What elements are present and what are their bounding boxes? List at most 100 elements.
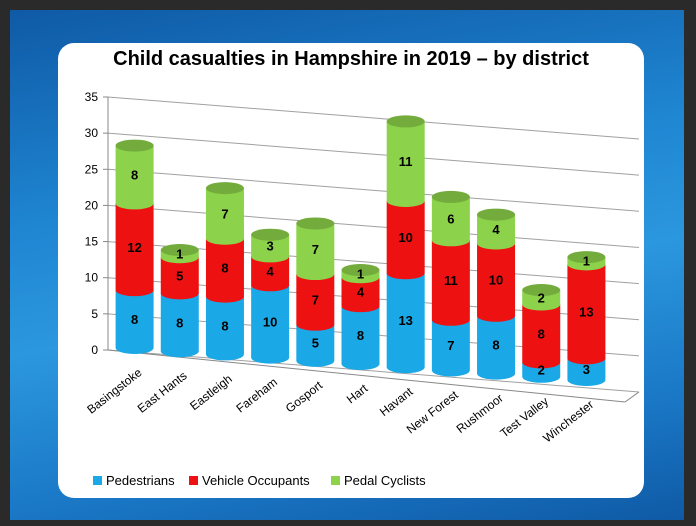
data-label: 7 <box>312 242 319 257</box>
bar-segment <box>522 304 561 369</box>
bar-top-cap <box>567 251 606 264</box>
data-label: 8 <box>357 328 364 343</box>
bar-stack: 10 4 3 <box>251 228 290 364</box>
legend-label-pedestrians: Pedestrians <box>106 473 175 488</box>
bar-segment <box>567 358 606 386</box>
bar-segment <box>251 285 290 364</box>
bar-top-cap <box>431 190 470 203</box>
grid-line <box>107 204 640 248</box>
bar-segment <box>386 121 425 207</box>
bar-segment <box>431 196 470 247</box>
bar-stack: 13 10 11 <box>386 115 425 374</box>
data-label: 8 <box>176 315 183 330</box>
bar-segment <box>160 293 199 358</box>
y-tick-label: 5 <box>91 307 98 321</box>
bar-stack: 2 8 2 <box>522 284 561 383</box>
bar-stack: 7 11 6 <box>431 190 470 377</box>
y-tick-label: 35 <box>85 90 99 104</box>
data-label: 8 <box>538 326 545 341</box>
bar-segment <box>115 290 154 354</box>
y-tick-label: 30 <box>85 126 99 140</box>
grid-line <box>107 132 640 176</box>
data-label: 1 <box>357 267 364 282</box>
bar-segment <box>115 203 154 297</box>
bar-top-cap <box>522 284 561 297</box>
data-label: 10 <box>398 230 412 245</box>
y-tick-label: 20 <box>85 198 99 212</box>
bar-segment <box>160 257 199 300</box>
bar-top-cap <box>251 228 290 241</box>
bar-stack: 8 4 1 <box>341 264 380 370</box>
bar-segment <box>477 243 516 322</box>
bar-stack: 8 10 4 <box>477 208 516 380</box>
bar-segment <box>431 240 470 326</box>
data-label: 8 <box>492 338 499 353</box>
data-label: 13 <box>398 313 412 328</box>
y-tick-label: 15 <box>85 235 99 249</box>
bar-top-cap <box>160 244 199 256</box>
legend-label-vehicle-occupants: Vehicle Occupants <box>202 473 310 488</box>
bar-segment <box>296 223 335 281</box>
floor-line <box>107 349 626 403</box>
bar-segment <box>567 264 606 365</box>
bar-segment <box>477 315 516 380</box>
x-tick-label: Gosport <box>283 378 326 416</box>
data-label: 11 <box>399 154 413 169</box>
bar-segment <box>205 188 244 245</box>
bar-segment <box>115 145 154 210</box>
floor-edge <box>624 391 640 403</box>
data-label: 10 <box>489 273 503 288</box>
bar-segment <box>386 273 425 374</box>
bar-top-cap <box>341 264 380 277</box>
bar-top-cap <box>115 139 154 152</box>
data-label: 1 <box>583 254 590 269</box>
bar-stack: 8 5 1 <box>160 244 199 358</box>
bar-segment <box>431 319 470 377</box>
data-label: 5 <box>176 268 183 283</box>
data-label: 11 <box>444 273 458 288</box>
bars-group: 8128851887104357784113101171168104282313… <box>115 115 606 386</box>
bar-segment <box>386 200 425 280</box>
chart-title: Child casualties in Hampshire in 2019 – … <box>113 48 589 70</box>
bar-segment <box>205 296 244 361</box>
data-label: 2 <box>538 363 545 378</box>
data-label: 8 <box>131 168 138 183</box>
x-tick-label: Havant <box>377 384 416 419</box>
bar-stack: 8 8 7 <box>205 182 244 361</box>
grid-line <box>107 349 640 393</box>
bar-stack: 3 13 1 <box>567 251 606 386</box>
x-tick-label: Fareham <box>234 375 280 416</box>
legend-item-vehicle-occupants: Vehicle Occupants <box>189 473 310 488</box>
bar-segment <box>251 256 290 292</box>
y-tick-label: 10 <box>85 271 99 285</box>
x-tick-label: Basingstoke <box>84 365 144 416</box>
bar-top-cap <box>477 208 516 221</box>
legend-swatch-pedestrians <box>93 476 102 485</box>
x-tick-label: Hart <box>344 381 371 406</box>
data-label: 2 <box>538 290 545 305</box>
bar-segment <box>341 306 380 370</box>
bar-segment <box>341 277 380 313</box>
bar-top-cap <box>386 115 425 128</box>
data-label: 8 <box>221 261 228 276</box>
data-label: 8 <box>221 318 228 333</box>
bar-stack: 5 7 7 <box>296 217 335 367</box>
legend-swatch-pedal-cyclists <box>331 476 340 485</box>
data-label: 3 <box>267 239 274 254</box>
data-label: 4 <box>267 264 275 279</box>
data-label: 12 <box>127 240 141 255</box>
y-tick-label: 25 <box>85 162 99 176</box>
bar-top-cap <box>205 182 244 195</box>
y-tick-label: 0 <box>91 343 98 357</box>
data-label: 7 <box>312 292 319 307</box>
data-label: 7 <box>221 206 228 221</box>
bar-segment <box>296 324 335 367</box>
data-label: 1 <box>176 247 183 262</box>
legend-item-pedestrians: Pedestrians <box>93 473 175 488</box>
grid-line <box>107 168 640 212</box>
bar-stack: 8 12 8 <box>115 139 154 354</box>
x-tick-label: Eastleigh <box>187 372 235 413</box>
legend-swatch-vehicle-occupants <box>189 476 198 485</box>
bar-segment <box>251 234 290 263</box>
